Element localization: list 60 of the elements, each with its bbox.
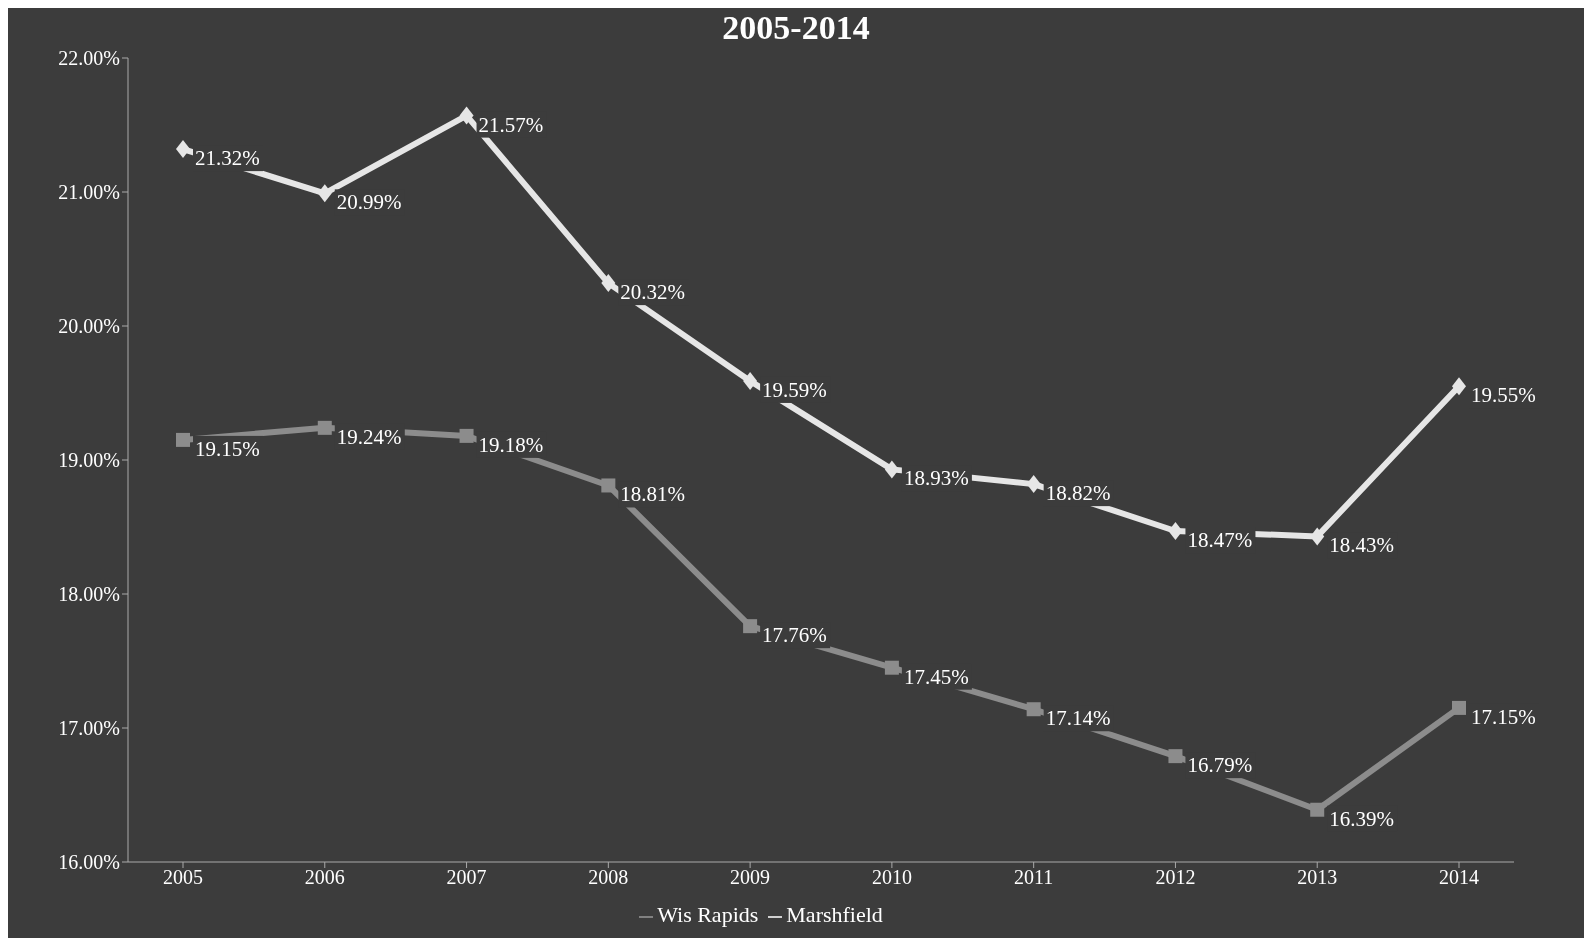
data-label: 20.99% [336, 190, 402, 215]
y-tick-label: 22.00% [58, 47, 120, 70]
point [1310, 802, 1325, 817]
data-label: 21.57% [478, 112, 544, 137]
x-tick-label: 2009 [730, 866, 771, 889]
x-tick-label: 2008 [588, 866, 629, 889]
x-tick-label: 2005 [163, 866, 203, 889]
data-label: 19.18% [478, 432, 544, 457]
data-label: 18.43% [1329, 533, 1394, 558]
data-label: 19.24% [336, 424, 402, 449]
point [1452, 700, 1466, 715]
data-label: 17.76% [762, 623, 827, 648]
point [884, 660, 899, 675]
data-label: 18.93% [903, 466, 969, 491]
point [1452, 377, 1466, 396]
data-label: 19.55% [1471, 383, 1536, 408]
x-tick-label: 2013 [1297, 866, 1338, 889]
point [743, 619, 758, 634]
point [459, 428, 474, 443]
data-label: 21.32% [195, 146, 260, 171]
y-tick-label: 16.00% [58, 851, 120, 874]
point [317, 420, 332, 435]
legend-label: Wis Rapids [657, 902, 759, 927]
y-tick-label: 21.00% [58, 181, 120, 204]
y-tick-label: 17.00% [58, 717, 120, 740]
point [317, 184, 332, 203]
point [1026, 475, 1041, 494]
x-tick-label: 2010 [871, 866, 912, 889]
legend-label: Marshfield [786, 902, 883, 927]
point [459, 106, 474, 125]
x-tick-label: 2006 [304, 866, 345, 889]
data-label: 16.79% [1187, 753, 1253, 778]
point [743, 371, 758, 390]
chart-title: 2005-2014 [721, 8, 871, 48]
point [176, 140, 190, 159]
point [884, 460, 899, 479]
point [1168, 749, 1183, 764]
point [601, 478, 616, 493]
y-tick-label: 19.00% [58, 449, 120, 472]
data-label: 17.14% [1045, 706, 1111, 731]
point [601, 274, 616, 293]
x-tick-label: 2007 [446, 866, 487, 889]
data-label: 17.45% [903, 664, 969, 689]
data-label: 18.82% [1045, 481, 1111, 506]
data-label: 16.39% [1329, 806, 1394, 831]
data-label: 19.59% [762, 377, 827, 402]
y-tick-label: 18.00% [58, 583, 120, 606]
x-tick-label: 2014 [1439, 866, 1479, 889]
data-label: 17.15% [1471, 704, 1536, 729]
data-label: 19.15% [195, 436, 260, 461]
data-label: 18.47% [1187, 528, 1253, 553]
point [176, 432, 190, 447]
x-tick-label: 2011 [1014, 866, 1054, 889]
point [1168, 522, 1183, 541]
data-label: 18.81% [620, 482, 686, 507]
data-label: 20.32% [620, 280, 686, 305]
x-tick-label: 2012 [1155, 866, 1196, 889]
point [1026, 702, 1041, 717]
y-tick-label: 20.00% [58, 315, 120, 338]
point [1310, 527, 1325, 546]
